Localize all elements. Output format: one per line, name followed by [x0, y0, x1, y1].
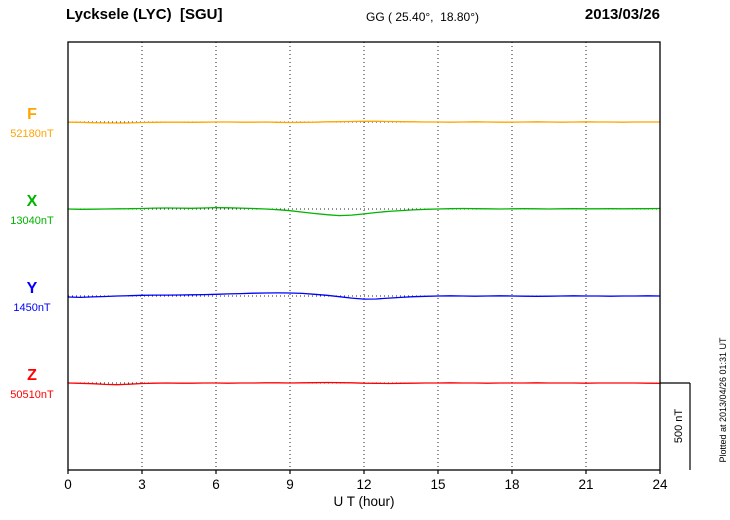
series-letter-X: X: [26, 193, 38, 210]
trace-F: [67, 120, 661, 124]
trace-Z: [67, 381, 661, 386]
series-baseline-value-Y: 1450nT: [13, 302, 51, 314]
trace-X: [67, 206, 661, 217]
series-letter-Z: Z: [27, 367, 37, 384]
x-tick-label: 18: [504, 477, 519, 492]
x-tick-label: 24: [652, 477, 668, 492]
x-tick-label: 0: [64, 477, 72, 492]
station-title: Lycksele (LYC) [SGU]: [66, 6, 223, 23]
plot-date: 2013/03/26: [584, 6, 660, 23]
x-tick-label: 12: [356, 477, 371, 492]
series-label-X: X 13040nT: [0, 194, 64, 227]
plotted-at-note: Plotted at 2013/04/26 01:31 UT: [718, 337, 728, 463]
series-baseline-value-Z: 50510nT: [10, 389, 54, 401]
trace-Y: [67, 292, 661, 300]
gg-coordinates: GG ( 25.40°, 18.80°): [366, 10, 479, 24]
series-letter-Y: Y: [26, 280, 38, 297]
x-tick-label: 6: [212, 477, 220, 492]
series-baseline-value-F: 52180nT: [10, 128, 54, 140]
x-tick-label: 3: [138, 477, 146, 492]
series-label-F: F 52180nT: [0, 107, 64, 140]
x-axis-label: U T (hour): [333, 494, 395, 509]
series-label-Z: Z 50510nT: [0, 368, 64, 401]
series-label-Y: Y 1450nT: [0, 281, 64, 314]
series-baseline-value-X: 13040nT: [10, 215, 54, 227]
scale-bar-label: 500 nT: [673, 408, 685, 444]
x-tick-label: 21: [578, 477, 593, 492]
series-letter-F: F: [27, 106, 37, 123]
x-tick-label: 15: [430, 477, 445, 492]
x-tick-label: 9: [286, 477, 294, 492]
